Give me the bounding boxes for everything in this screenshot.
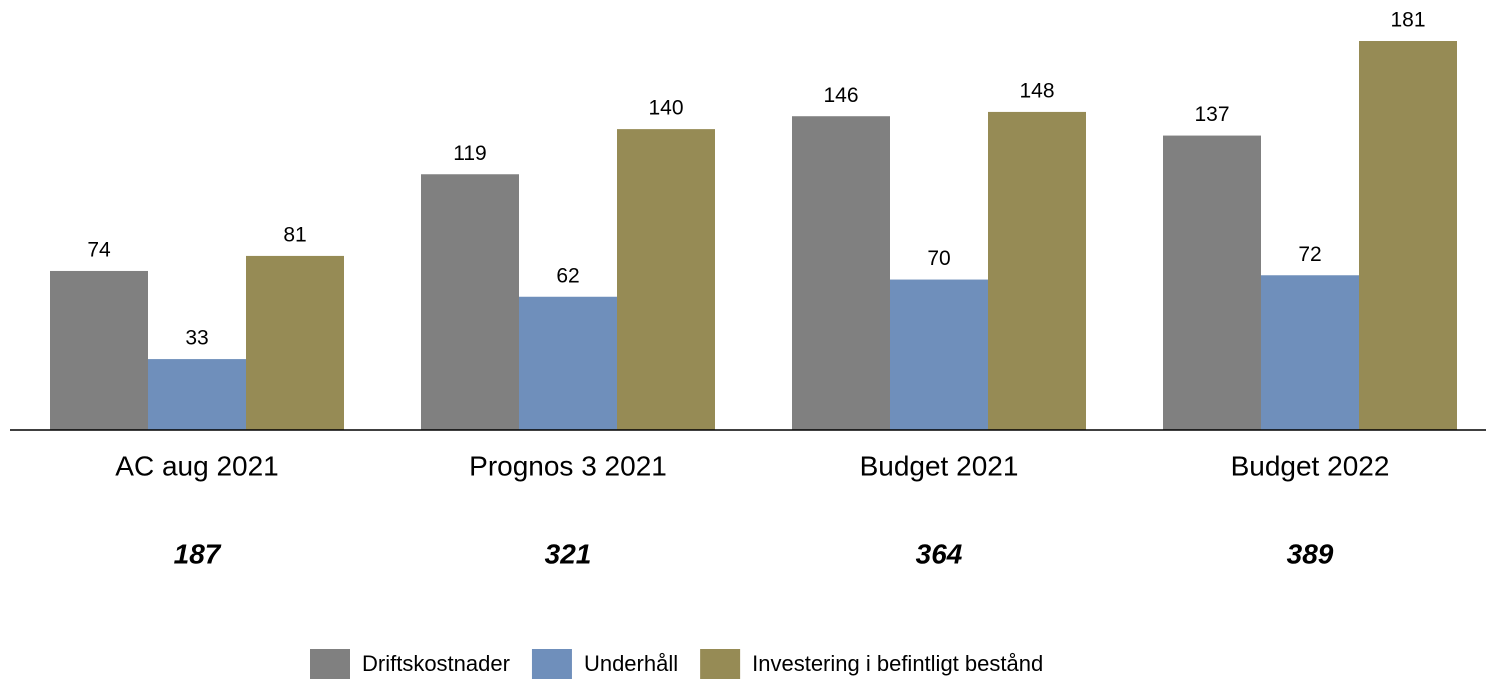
x-tick-label: Budget 2022 — [1231, 450, 1390, 481]
legend-swatch — [531, 649, 572, 679]
bar — [1359, 41, 1457, 430]
legend-swatch — [700, 649, 741, 679]
data-label: 72 — [1298, 243, 1321, 266]
legend-label: Driftskostnader — [362, 651, 510, 676]
data-label: 74 — [87, 239, 111, 262]
bar — [148, 359, 246, 430]
data-label: 137 — [1194, 103, 1229, 126]
x-tick-label: Prognos 3 2021 — [469, 450, 667, 481]
data-label: 70 — [927, 247, 950, 270]
data-label: 148 — [1019, 79, 1054, 102]
data-label: 146 — [823, 84, 858, 107]
total-label: 187 — [174, 538, 222, 569]
legend-label: Investering i befintligt bestånd — [752, 651, 1043, 676]
data-label: 62 — [556, 264, 579, 287]
total-label: 364 — [916, 538, 963, 569]
legend-label: Underhåll — [584, 651, 678, 676]
bar — [246, 255, 344, 430]
data-label: 33 — [185, 327, 208, 350]
total-label: 321 — [545, 538, 592, 569]
total-label: 389 — [1287, 538, 1334, 569]
x-tick-label: AC aug 2021 — [115, 450, 278, 481]
bar — [988, 111, 1086, 430]
bar — [792, 116, 890, 430]
bar — [519, 296, 617, 430]
bar — [617, 129, 715, 430]
bar — [1261, 275, 1359, 430]
data-label: 140 — [648, 97, 683, 120]
bar — [50, 270, 148, 430]
bar — [890, 279, 988, 430]
bar — [1163, 135, 1261, 430]
legend-swatch — [310, 649, 350, 679]
data-label: 81 — [283, 223, 306, 246]
x-tick-label: Budget 2021 — [860, 450, 1019, 481]
bar — [421, 174, 519, 430]
data-label: 181 — [1390, 9, 1425, 32]
data-label: 119 — [453, 142, 486, 165]
